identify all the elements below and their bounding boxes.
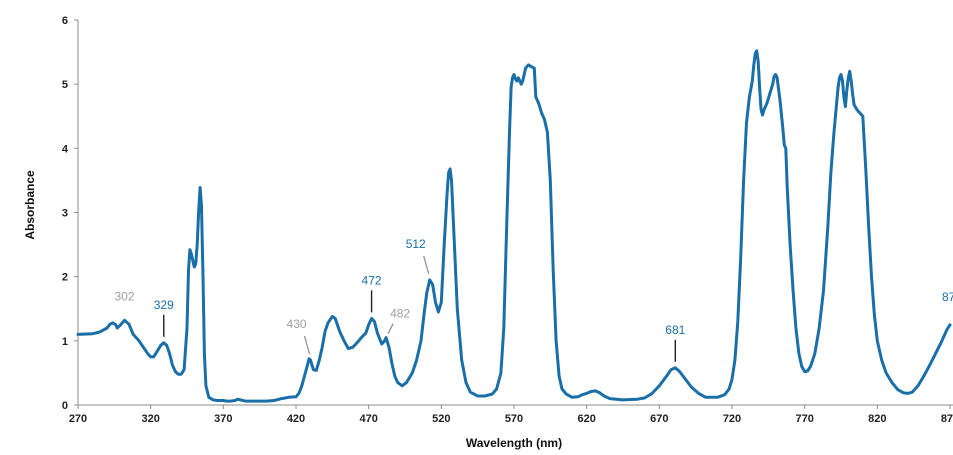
y-tick-label: 3 bbox=[62, 208, 68, 220]
peak-annotation-label: 472 bbox=[362, 273, 382, 287]
peak-annotation-label: 681 bbox=[665, 323, 685, 337]
peak-annotation-label: 430 bbox=[287, 317, 307, 331]
x-tick-label: 620 bbox=[577, 413, 595, 425]
series-group bbox=[76, 49, 952, 403]
x-tick-label: 820 bbox=[868, 413, 886, 425]
y-tick-label: 0 bbox=[62, 400, 68, 412]
peak-annotation-label: 870 bbox=[942, 290, 953, 304]
x-tick-label: 870 bbox=[941, 413, 953, 425]
y-ticks: 0 1 2 3 4 5 6 bbox=[62, 15, 78, 412]
y-axis-title: Absorbance bbox=[23, 170, 37, 240]
y-tick-label: 6 bbox=[62, 15, 68, 27]
x-tick-label: 570 bbox=[505, 413, 523, 425]
x-tick-label: 720 bbox=[723, 413, 741, 425]
x-tick-label: 270 bbox=[69, 413, 87, 425]
annotation-leader-line bbox=[303, 335, 311, 355]
annotation-leader-line bbox=[387, 323, 394, 334]
y-tick-label: 4 bbox=[62, 143, 69, 155]
y-tick-label: 1 bbox=[62, 336, 68, 348]
x-tick-label: 770 bbox=[795, 413, 813, 425]
annotation-leader-line bbox=[423, 255, 430, 275]
x-tick-label: 320 bbox=[141, 413, 159, 425]
absorbance-series-line bbox=[76, 49, 952, 403]
x-tick-label: 670 bbox=[650, 413, 668, 425]
peak-annotation-label: 302 bbox=[114, 289, 134, 303]
x-tick-label: 470 bbox=[359, 413, 377, 425]
y-tick-label: 2 bbox=[62, 272, 68, 284]
peak-annotation-label: 329 bbox=[154, 298, 174, 312]
x-tick-label: 420 bbox=[287, 413, 305, 425]
peak-annotation-label: 482 bbox=[390, 307, 410, 321]
x-tick-label: 520 bbox=[432, 413, 450, 425]
y-tick-label: 5 bbox=[62, 79, 68, 91]
x-tick-label: 370 bbox=[214, 413, 232, 425]
peak-annotation-label: 512 bbox=[406, 237, 426, 251]
x-axis-title: Wavelength (nm) bbox=[466, 436, 562, 450]
peak-annotations: 302 329 430 472 482 512 681 870 bbox=[114, 237, 953, 362]
x-ticks: 270 320 370 420 470 520 570 620 670 720 770 820 870 bbox=[69, 405, 953, 425]
